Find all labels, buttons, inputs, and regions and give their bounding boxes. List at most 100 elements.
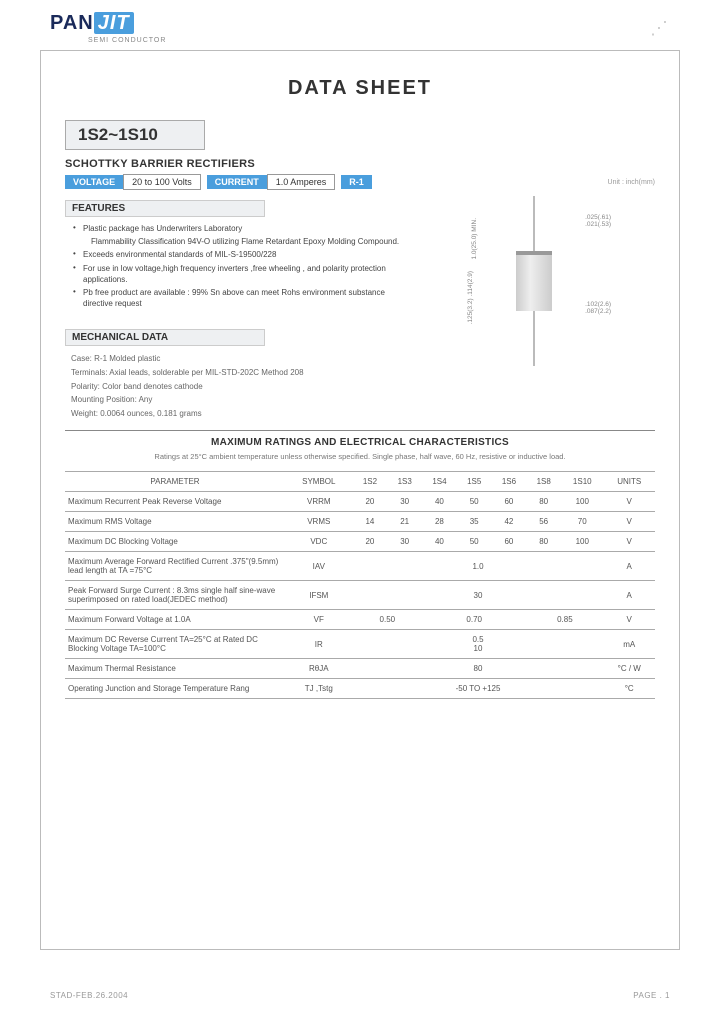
value-cell: 1.0 bbox=[353, 552, 604, 581]
logo-sub: SEMI CONDUCTOR bbox=[88, 37, 166, 44]
feature-item: For use in low voltage,high frequency in… bbox=[73, 263, 407, 285]
lead-bottom bbox=[533, 311, 535, 366]
unit-note: Unit : inch(mm) bbox=[608, 179, 655, 186]
value-cell: 35 bbox=[457, 512, 492, 532]
unit-cell: A bbox=[603, 581, 655, 610]
value-cell: 70 bbox=[561, 512, 603, 532]
separator bbox=[65, 430, 655, 431]
value-cell: 30 bbox=[353, 581, 604, 610]
mech-item: Polarity: Color band denotes cathode bbox=[71, 380, 407, 394]
ratings-note: Ratings at 25°C ambient temperature unle… bbox=[65, 452, 655, 461]
ratings-table: PARAMETERSYMBOL1S21S31S41S51S61S81S10UNI… bbox=[65, 471, 655, 699]
table-row: Operating Junction and Storage Temperatu… bbox=[65, 679, 655, 699]
current-label: CURRENT bbox=[207, 175, 267, 189]
symbol-cell: VF bbox=[285, 610, 353, 630]
feature-item: Flammability Classification 94V-O utiliz… bbox=[73, 236, 407, 247]
value-cell: 50 bbox=[457, 492, 492, 512]
symbol-cell: IFSM bbox=[285, 581, 353, 610]
value-cell: 0.510 bbox=[353, 630, 604, 659]
value-cell: 20 bbox=[353, 532, 388, 552]
voltage-label: VOLTAGE bbox=[65, 175, 123, 189]
param-cell: Maximum DC Blocking Voltage bbox=[65, 532, 285, 552]
dim-label: .025(.61).021(.53) bbox=[585, 214, 611, 228]
voltage-value: 20 to 100 Volts bbox=[123, 174, 201, 190]
value-cell: 56 bbox=[526, 512, 561, 532]
dim-label: .102(2.6).087(2.2) bbox=[585, 301, 611, 315]
table-header: 1S10 bbox=[561, 472, 603, 492]
param-cell: Peak Forward Surge Current : 8.3ms singl… bbox=[65, 581, 285, 610]
table-header: 1S5 bbox=[457, 472, 492, 492]
table-header: PARAMETER bbox=[65, 472, 285, 492]
footer-date: STAD-FEB.26.2004 bbox=[50, 991, 128, 1000]
mechanical-header: MECHANICAL DATA bbox=[65, 329, 265, 346]
dim-label: 1.0(25.0) MIN. bbox=[471, 218, 478, 260]
value-cell: 30 bbox=[387, 492, 422, 512]
table-header: 1S2 bbox=[353, 472, 388, 492]
table-row: Maximum Thermal ResistanceRθJA80°C / W bbox=[65, 659, 655, 679]
features-list: Plastic package has Underwriters Laborat… bbox=[65, 223, 407, 309]
table-header: SYMBOL bbox=[285, 472, 353, 492]
ratings-title: MAXIMUM RATINGS AND ELECTRICAL CHARACTER… bbox=[65, 437, 655, 448]
table-row: Maximum Forward Voltage at 1.0AVF0.500.7… bbox=[65, 610, 655, 630]
value-cell: 30 bbox=[387, 532, 422, 552]
diode-body bbox=[516, 251, 552, 311]
table-header: UNITS bbox=[603, 472, 655, 492]
value-cell: 100 bbox=[561, 492, 603, 512]
mech-item: Case: R-1 Molded plastic bbox=[71, 352, 407, 366]
symbol-cell: VRMS bbox=[285, 512, 353, 532]
unit-cell: V bbox=[603, 532, 655, 552]
symbol-cell: IAV bbox=[285, 552, 353, 581]
param-cell: Maximum RMS Voltage bbox=[65, 512, 285, 532]
value-cell: 20 bbox=[353, 492, 388, 512]
part-number-box: 1S2~1S10 bbox=[65, 120, 205, 150]
table-header: 1S8 bbox=[526, 472, 561, 492]
unit-cell: mA bbox=[603, 630, 655, 659]
value-cell: 0.70 bbox=[422, 610, 526, 630]
package-label: R-1 bbox=[341, 175, 372, 189]
dim-label: .125(3.2) .114(2.9) bbox=[467, 271, 474, 324]
feature-item: Exceeds environmental standards of MIL-S… bbox=[73, 249, 407, 260]
symbol-cell: RθJA bbox=[285, 659, 353, 679]
lead-top bbox=[533, 196, 535, 251]
page-title: DATA SHEET bbox=[65, 77, 655, 100]
badge-row: VOLTAGE 20 to 100 Volts CURRENT 1.0 Ampe… bbox=[65, 174, 655, 190]
table-row: Maximum DC Blocking VoltageVDC2030405060… bbox=[65, 532, 655, 552]
feature-item: Plastic package has Underwriters Laborat… bbox=[73, 223, 407, 234]
table-header: 1S4 bbox=[422, 472, 457, 492]
value-cell: 100 bbox=[561, 532, 603, 552]
param-cell: Operating Junction and Storage Temperatu… bbox=[65, 679, 285, 699]
table-header: 1S6 bbox=[492, 472, 527, 492]
value-cell: 60 bbox=[492, 492, 527, 512]
mech-item: Terminals: Axial leads, solderable per M… bbox=[71, 366, 407, 380]
table-header: 1S3 bbox=[387, 472, 422, 492]
current-value: 1.0 Amperes bbox=[267, 174, 336, 190]
value-cell: 80 bbox=[526, 492, 561, 512]
value-cell: 14 bbox=[353, 512, 388, 532]
logo-pan: PAN bbox=[50, 12, 94, 34]
param-cell: Maximum Average Forward Rectified Curren… bbox=[65, 552, 285, 581]
feature-item: Pb free product are available : 99% Sn a… bbox=[73, 287, 407, 309]
table-row: Maximum DC Reverse Current TA=25°C at Ra… bbox=[65, 630, 655, 659]
value-cell: 28 bbox=[422, 512, 457, 532]
unit-cell: °C bbox=[603, 679, 655, 699]
mech-item: Mounting Position: Any bbox=[71, 393, 407, 407]
sheet-frame: DATA SHEET 1S2~1S10 SCHOTTKY BARRIER REC… bbox=[40, 50, 680, 950]
unit-cell: °C / W bbox=[603, 659, 655, 679]
table-row: Maximum Recurrent Peak Reverse VoltageVR… bbox=[65, 492, 655, 512]
features-header: FEATURES bbox=[65, 200, 265, 217]
value-cell: 21 bbox=[387, 512, 422, 532]
symbol-cell: IR bbox=[285, 630, 353, 659]
symbol-cell: VDC bbox=[285, 532, 353, 552]
param-cell: Maximum Recurrent Peak Reverse Voltage bbox=[65, 492, 285, 512]
package-diagram: .025(.61).021(.53) .102(2.6).087(2.2) 1.… bbox=[461, 196, 611, 366]
param-cell: Maximum Thermal Resistance bbox=[65, 659, 285, 679]
decoration-dots: ⋰ bbox=[650, 18, 670, 39]
value-cell: 42 bbox=[492, 512, 527, 532]
logo-jit: JIT bbox=[94, 12, 134, 34]
brand-logo: PANJIT SEMI CONDUCTOR bbox=[50, 12, 166, 44]
value-cell: 80 bbox=[353, 659, 604, 679]
unit-cell: V bbox=[603, 610, 655, 630]
param-cell: Maximum Forward Voltage at 1.0A bbox=[65, 610, 285, 630]
value-cell: 60 bbox=[492, 532, 527, 552]
unit-cell: A bbox=[603, 552, 655, 581]
